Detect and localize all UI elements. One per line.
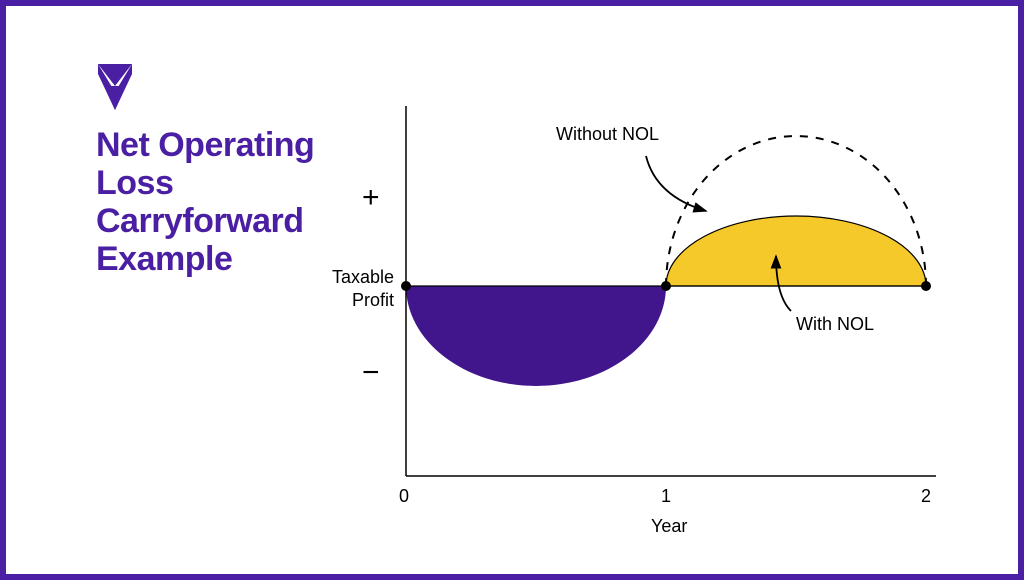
- with-nol-label: With NOL: [796, 314, 874, 335]
- x-tick-label: 2: [921, 486, 931, 507]
- loss-area-year1: [406, 286, 666, 386]
- frame: Net Operating Loss Carryforward Example …: [0, 0, 1024, 580]
- with-nol-area-year2: [666, 216, 926, 286]
- marker-dot: [401, 281, 411, 291]
- x-tick-label: 1: [661, 486, 671, 507]
- without-nol-label: Without NOL: [556, 124, 659, 145]
- x-axis-title: Year: [651, 516, 687, 537]
- marker-dot: [921, 281, 931, 291]
- x-tick-label: 0: [399, 486, 409, 507]
- without-nol-arrow: [646, 156, 706, 211]
- nol-chart: [6, 6, 1018, 574]
- marker-dot: [661, 281, 671, 291]
